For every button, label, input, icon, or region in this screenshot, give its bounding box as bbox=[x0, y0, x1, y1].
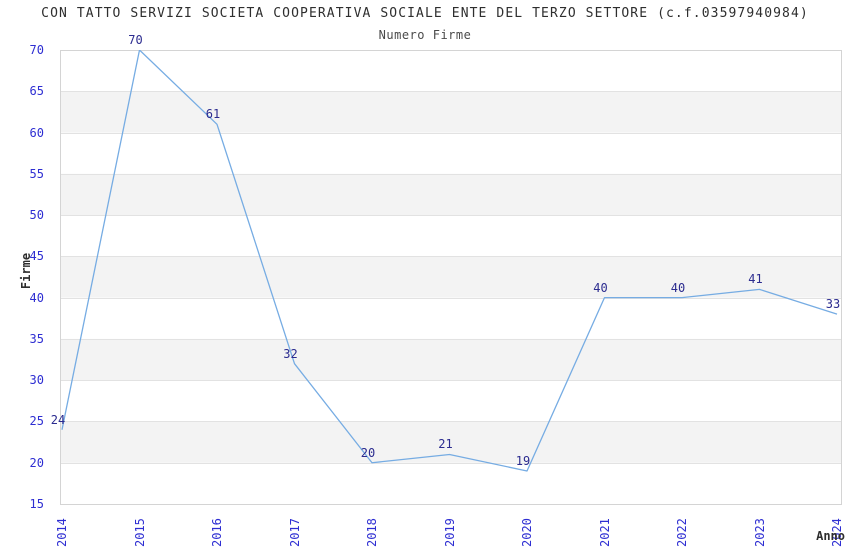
data-point-label: 20 bbox=[360, 445, 376, 460]
x-tick-label: 2023 bbox=[752, 518, 767, 547]
x-tick-label: 2018 bbox=[365, 518, 379, 547]
data-point-label: 24 bbox=[50, 412, 66, 427]
x-tick-label: 2014 bbox=[55, 518, 69, 547]
plot-band bbox=[60, 338, 842, 381]
data-line bbox=[61, 50, 838, 472]
x-tick-label: 2020 bbox=[520, 518, 534, 547]
x-tick-label: 2022 bbox=[675, 518, 689, 547]
y-tick-label: 20 bbox=[29, 455, 44, 470]
line-series-svg bbox=[60, 50, 842, 505]
x-axis-label: Anno bbox=[816, 529, 845, 543]
y-tick-label: 30 bbox=[29, 373, 44, 388]
y-tick-label: 60 bbox=[29, 125, 44, 140]
plot-band bbox=[60, 91, 842, 133]
plot-band bbox=[60, 256, 842, 298]
x-tick-label: 2016 bbox=[210, 518, 224, 547]
data-point-label: 21 bbox=[438, 437, 453, 452]
plot-area bbox=[60, 50, 842, 505]
data-point-label: 70 bbox=[128, 33, 143, 47]
data-point-label: 40 bbox=[670, 280, 686, 295]
plot-band bbox=[60, 421, 842, 463]
plot-border bbox=[60, 50, 842, 505]
y-tick-label: 65 bbox=[29, 84, 44, 99]
data-point-label: 61 bbox=[205, 107, 221, 122]
x-tick-label: 2017 bbox=[287, 518, 302, 547]
y-tick-label: 70 bbox=[29, 43, 44, 57]
y-tick-label: 40 bbox=[29, 290, 44, 305]
x-tick-label: 2015 bbox=[132, 518, 147, 547]
data-point-label: 19 bbox=[515, 453, 531, 468]
plot-band bbox=[60, 173, 842, 216]
y-tick-label: 45 bbox=[29, 249, 44, 264]
x-tick-label: 2021 bbox=[597, 518, 612, 547]
y-tick-label: 25 bbox=[29, 414, 44, 429]
chart-title: CON TATTO SERVIZI SOCIETA COOPERATIVA SO… bbox=[41, 6, 809, 21]
y-tick-label: 50 bbox=[29, 208, 44, 223]
data-point-label: 33 bbox=[825, 297, 841, 312]
data-point-label: 32 bbox=[283, 346, 298, 361]
data-point-label: 40 bbox=[593, 280, 608, 295]
y-tick-label: 35 bbox=[29, 331, 44, 346]
data-point-label: 41 bbox=[748, 272, 763, 287]
y-tick-label: 15 bbox=[29, 497, 44, 511]
x-tick-label: 2019 bbox=[442, 518, 457, 547]
chart-subtitle: Numero Firme bbox=[378, 28, 472, 42]
y-tick-label: 55 bbox=[29, 166, 44, 181]
